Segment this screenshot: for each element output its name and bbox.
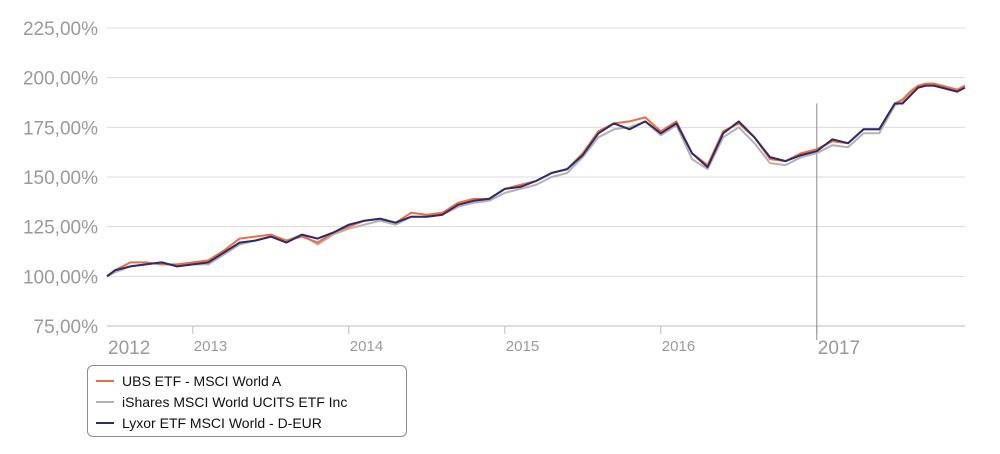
series-line-lyxor xyxy=(106,84,966,278)
y-tick-label: 125,00% xyxy=(23,218,98,239)
y-tick-label: 75,00% xyxy=(34,317,99,338)
y-tick-label: 175,00% xyxy=(23,118,98,139)
x-tick-label: 2013 xyxy=(194,338,227,355)
legend-item[interactable]: iShares MSCI World UCITS ETF Inc xyxy=(96,391,398,412)
y-axis-tick-labels: 75,00% 100,00% 125,00% 150,00% 175,00% 200,00… xyxy=(23,19,98,338)
legend-swatch xyxy=(96,400,114,403)
legend-label-ishares: iShares MSCI World UCITS ETF Inc xyxy=(122,393,348,410)
x-tick-label: 2016 xyxy=(662,338,695,355)
x-tick-label: 2012 xyxy=(108,338,150,359)
x-tick-label: 2014 xyxy=(350,338,383,355)
y-tick-label: 225,00% xyxy=(23,19,98,40)
legend-label-lyxor: Lyxor ETF MSCI World - D-EUR xyxy=(122,414,322,431)
legend-swatch xyxy=(96,379,114,382)
x-tick-label: 2017 xyxy=(818,338,860,359)
x-tick-label: 2015 xyxy=(506,338,539,355)
y-tick-label: 200,00% xyxy=(23,69,98,90)
legend-label-ubs: UBS ETF - MSCI World A xyxy=(122,372,282,389)
y-tick-label: 150,00% xyxy=(23,168,98,189)
x-axis: 2012 2013 2014 2015 2016 2017 xyxy=(107,103,965,359)
legend-swatch xyxy=(96,421,114,424)
legend-item[interactable]: Lyxor ETF MSCI World - D-EUR xyxy=(96,412,398,433)
grid-lines xyxy=(107,27,965,327)
legend-item[interactable]: UBS ETF - MSCI World A xyxy=(96,370,398,391)
legend: UBS ETF - MSCI World A iShares MSCI Worl… xyxy=(87,365,407,437)
y-tick-label: 100,00% xyxy=(23,267,98,288)
series-lines xyxy=(106,82,966,278)
